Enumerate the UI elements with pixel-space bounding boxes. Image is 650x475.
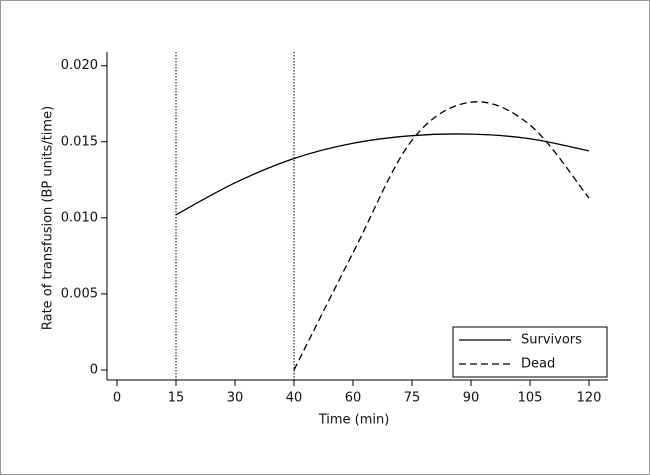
- y-tick-label: 0.015: [61, 134, 98, 149]
- x-tick-label: 120: [577, 391, 602, 406]
- x-tick-label: 15: [168, 391, 185, 406]
- x-tick-label: 90: [463, 391, 480, 406]
- y-axis-label: Rate of transfusion (BP units/time): [41, 106, 56, 330]
- x-tick-label: 60: [345, 391, 362, 406]
- x-tick-label: 75: [404, 391, 421, 406]
- y-tick-label: 0.010: [61, 210, 98, 225]
- x-tick-label: 105: [518, 391, 543, 406]
- series-line: [175, 133, 590, 216]
- x-axis-label: Time (min): [318, 413, 390, 428]
- legend-label: Dead: [521, 357, 555, 372]
- legend-box: [452, 326, 608, 378]
- x-tick-label: 30: [227, 391, 244, 406]
- legend-label: Survivors: [521, 333, 582, 348]
- y-tick-label: 0: [90, 362, 98, 377]
- x-tick-label: 40: [286, 391, 303, 406]
- y-tick-label: 0.005: [61, 286, 98, 301]
- y-tick-label: 0.020: [61, 58, 98, 73]
- x-tick-label: 0: [113, 391, 121, 406]
- series-line: [293, 101, 590, 371]
